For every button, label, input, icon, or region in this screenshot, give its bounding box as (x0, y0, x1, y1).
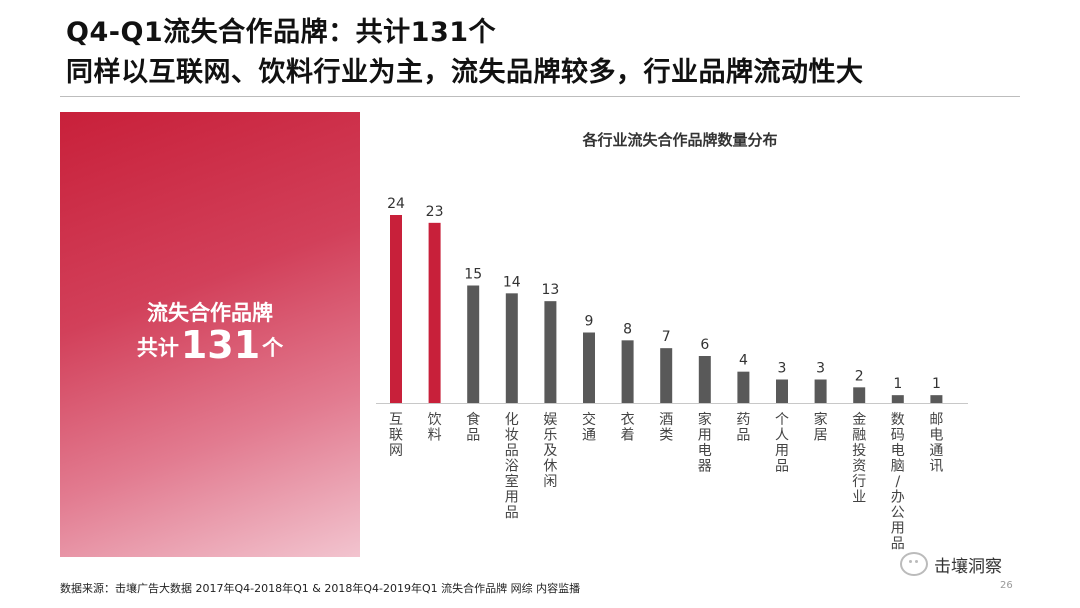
bar (930, 395, 943, 403)
category-label: 邮电通讯 (929, 412, 943, 475)
chart-title: 各行业流失合作品牌数量分布 (582, 131, 778, 149)
bar (737, 371, 750, 403)
data-label: 23 (426, 204, 444, 220)
brand-mark: 击壤洞察 (900, 551, 1002, 577)
data-label: 15 (464, 267, 482, 283)
bar (698, 356, 711, 403)
bar (621, 340, 634, 403)
panel-total-prefix: 共计 (136, 336, 179, 360)
data-label: 14 (503, 274, 521, 290)
page-number: 26 (1000, 580, 1013, 591)
data-label: 2 (855, 368, 864, 384)
bar (583, 332, 595, 403)
bar (660, 348, 673, 403)
category-label: 酒类 (659, 412, 673, 444)
panel-label: 流失合作品牌 (147, 301, 273, 325)
category-label: 药品 (736, 412, 750, 444)
bar (467, 285, 480, 403)
panel-total-number: 131 (180, 323, 261, 367)
data-label: 3 (778, 361, 787, 377)
data-label: 4 (739, 353, 748, 369)
category-label: 化妆品浴室用品 (505, 412, 519, 521)
category-label: 饮料 (428, 412, 442, 444)
category-label: 家用电器 (698, 411, 712, 475)
bar (505, 293, 518, 403)
title-divider (60, 96, 1020, 97)
summary-panel (60, 112, 360, 557)
category-label: 食品 (466, 411, 480, 444)
bar (776, 379, 788, 403)
category-label: 个人用品 (775, 412, 789, 475)
data-label: 3 (816, 361, 825, 377)
bar (814, 379, 827, 403)
bar (428, 222, 441, 403)
data-label: 1 (932, 376, 941, 392)
data-label: 13 (541, 282, 559, 298)
category-label: 数码电脑/办公用品 (891, 412, 905, 552)
bar (544, 301, 557, 403)
category-label: 衣着 (621, 412, 635, 444)
category-label: 金融投资行业 (852, 412, 866, 506)
bar (390, 215, 402, 403)
brand-name: 击壤洞察 (934, 556, 1002, 577)
data-label: 6 (700, 337, 709, 353)
wechat-icon (900, 552, 928, 576)
category-label: 娱乐及休闲 (543, 412, 557, 490)
data-label: 1 (893, 376, 902, 392)
data-label: 7 (662, 329, 671, 345)
panel-total-suffix: 个 (262, 336, 284, 360)
data-label: 9 (585, 314, 594, 330)
category-label: 互联网 (389, 412, 403, 459)
bar (891, 395, 904, 403)
data-source-note: 数据来源：击壤广告大数据 2017年Q4-2018年Q1 & 2018年Q4-2… (60, 582, 581, 595)
panel-total: 共计131个 (60, 325, 360, 368)
slide-title-line1: Q4-Q1流失合作品牌：共计131个 (66, 17, 497, 48)
category-label: 交通 (582, 411, 596, 444)
bar (853, 387, 866, 403)
data-label: 24 (387, 196, 405, 212)
data-label: 8 (623, 321, 632, 337)
category-label: 家居 (814, 411, 828, 444)
slide-title-line2: 同样以互联网、饮料行业为主，流失品牌较多，行业品牌流动性大 (66, 57, 864, 88)
